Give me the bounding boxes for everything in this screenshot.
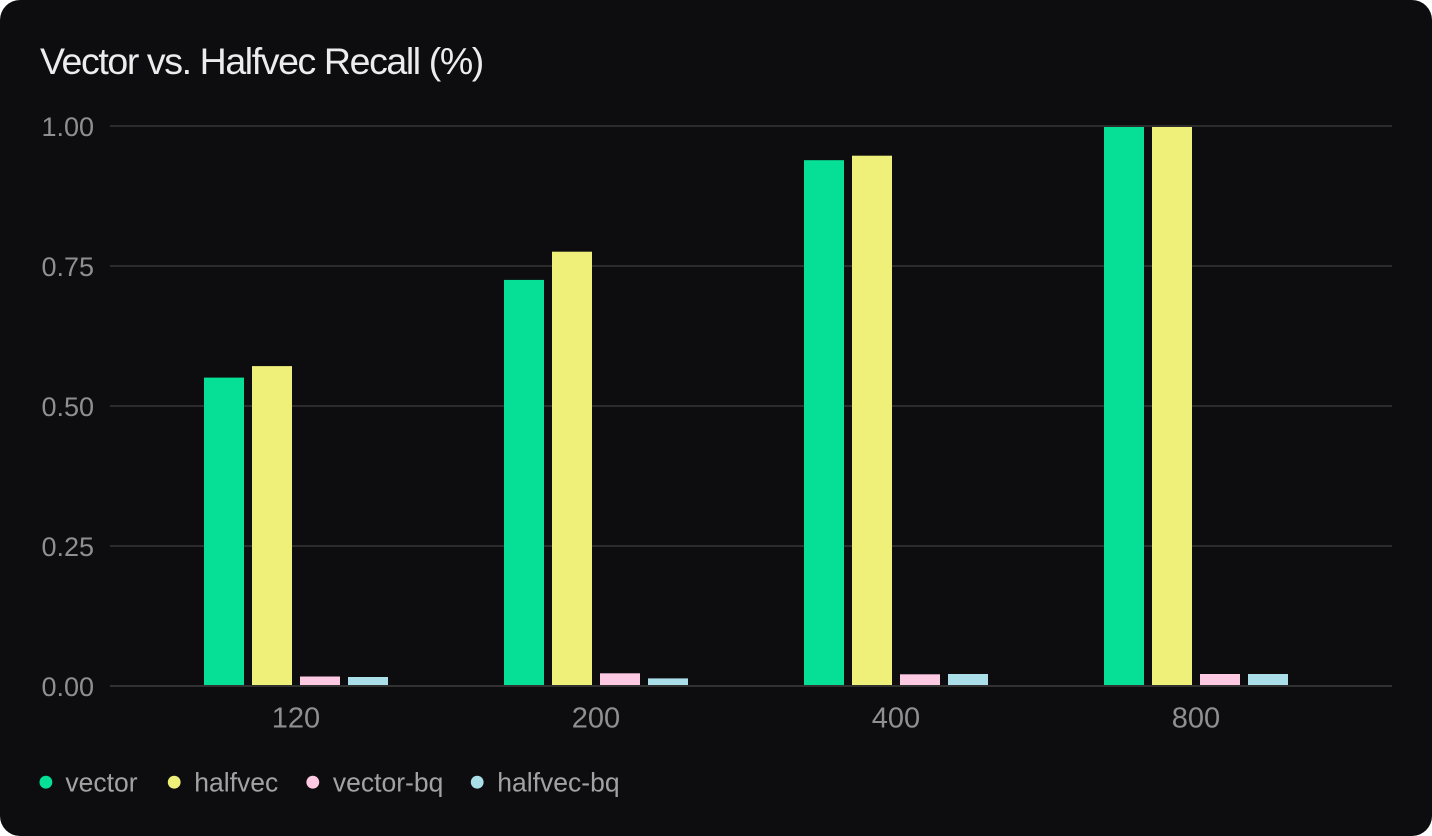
svg-text:0.00: 0.00 [41, 672, 94, 702]
svg-text:Vector vs. Halfvec Recall (%): Vector vs. Halfvec Recall (%) [40, 40, 483, 82]
svg-text:800: 800 [1172, 703, 1220, 735]
svg-text:400: 400 [872, 703, 920, 735]
svg-text:120: 120 [272, 703, 320, 735]
svg-text:0.75: 0.75 [41, 252, 94, 282]
svg-text:200: 200 [572, 703, 620, 735]
svg-text:0.50: 0.50 [41, 392, 94, 422]
svg-text:vector: vector [65, 767, 137, 797]
svg-text:vector-bq: vector-bq [333, 767, 443, 797]
svg-text:halfvec-bq: halfvec-bq [497, 767, 619, 797]
svg-text:1.00: 1.00 [41, 112, 94, 142]
svg-text:0.25: 0.25 [41, 532, 94, 562]
svg-text:halfvec: halfvec [194, 767, 278, 797]
